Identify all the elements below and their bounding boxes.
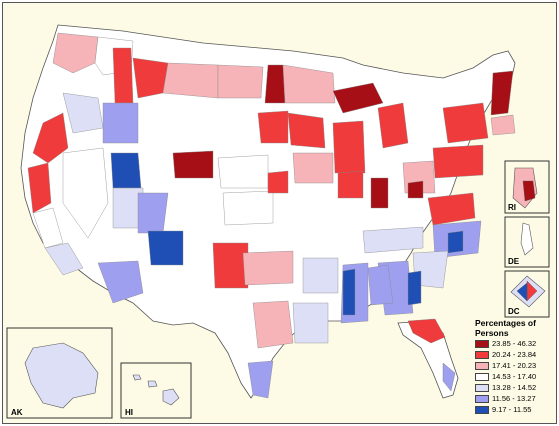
region-mi-up — [332, 82, 384, 114]
region-tn — [362, 226, 424, 254]
legend-row: 20.24 - 23.84 — [475, 349, 555, 360]
region-oh-south — [407, 180, 424, 199]
region-al — [367, 264, 394, 306]
legend-row: 17.41 - 20.23 — [475, 360, 555, 371]
region-mi-lower — [377, 102, 409, 149]
region-ca-central — [32, 207, 64, 249]
alaska-label: AK — [11, 408, 23, 417]
region-florida-panhandle — [407, 318, 446, 344]
legend-label: 11.56 - 13.27 — [492, 394, 536, 403]
region-ne — [217, 154, 269, 189]
region-ks — [222, 190, 274, 226]
region-ne-red — [267, 170, 289, 194]
legend-label: 23.85 - 46.32 — [492, 339, 537, 348]
legend-row: 23.85 - 46.32 — [475, 338, 555, 349]
legend-title: Percentages of Persons — [475, 318, 536, 338]
de-shape — [520, 222, 534, 256]
region-ms-blue — [342, 268, 356, 316]
region-wa-west — [52, 32, 99, 74]
region-tx-east — [292, 302, 329, 344]
legend-swatch — [475, 405, 489, 414]
legend-swatch — [475, 372, 489, 381]
legend-label: 9.17 - 11.55 — [492, 405, 532, 414]
alaska-shape — [24, 342, 99, 409]
legend-row: 11.56 - 13.27 — [475, 393, 555, 404]
region-tx-south — [247, 360, 274, 399]
legend-swatch — [475, 383, 489, 392]
region-pa — [432, 144, 484, 179]
legend-swatch — [475, 350, 489, 359]
region-wi — [332, 120, 366, 174]
region-il-north — [337, 170, 364, 199]
region-ar — [302, 257, 339, 294]
region-ca-south — [44, 242, 84, 276]
region-florida-south — [442, 362, 456, 392]
region-or-west — [32, 112, 69, 164]
legend: Percentages of Persons 23.85 - 46.32 20.2… — [475, 318, 555, 415]
region-co-west — [137, 192, 169, 234]
legend-swatch — [475, 394, 489, 403]
hawaii-shape — [132, 374, 180, 406]
legend-label: 14.53 - 17.40 — [492, 372, 537, 381]
legend-row: 13.28 - 14.52 — [475, 382, 555, 393]
legend-row: 9.17 - 11.55 — [475, 404, 555, 415]
region-az-north — [147, 230, 184, 266]
ri-label: RI — [508, 203, 516, 212]
region-nv — [62, 147, 109, 239]
region-tx-central — [252, 300, 294, 349]
region-mt-central — [162, 62, 219, 99]
region-sd — [282, 64, 336, 104]
region-ny — [442, 102, 489, 144]
region-nd — [264, 64, 286, 104]
region-id-south — [102, 102, 139, 144]
region-ca-north — [27, 162, 52, 214]
hawaii-label: HI — [125, 408, 133, 417]
de-label: DE — [508, 257, 520, 266]
region-ok — [242, 250, 294, 286]
region-vt-nh — [490, 70, 514, 116]
region-mn — [287, 112, 326, 149]
region-nm — [212, 242, 249, 289]
dc-label: DC — [508, 307, 520, 316]
hawaii-inset — [120, 362, 192, 419]
choropleth-map: AK HI RI DE DC — [6, 24, 550, 419]
dc-blue — [516, 282, 528, 302]
legend-rows: 23.85 - 46.32 20.24 - 23.84 17.41 - 20.23 1… — [475, 338, 555, 415]
region-ma — [490, 114, 516, 136]
region-mt-east — [217, 64, 264, 99]
region-va — [427, 192, 476, 226]
legend-swatch — [475, 339, 489, 348]
region-wy-central — [172, 150, 214, 179]
legend-label: 20.24 - 23.84 — [492, 350, 537, 359]
region-az-south — [97, 260, 144, 304]
region-ia — [292, 152, 334, 184]
region-ut-north — [110, 152, 142, 189]
legend-row: 14.53 - 17.40 — [475, 371, 555, 382]
region-nc-blue — [447, 230, 464, 254]
region-in — [370, 177, 389, 209]
legend-label: 13.28 - 14.52 — [492, 383, 537, 392]
legend-swatch — [475, 361, 489, 370]
region-id-panhandle — [112, 47, 134, 104]
region-sd-east — [257, 110, 289, 144]
region-mt-west — [132, 57, 169, 99]
region-ga-blue — [407, 270, 422, 306]
legend-label: 17.41 - 20.23 — [492, 361, 537, 370]
ri-red — [522, 180, 536, 202]
